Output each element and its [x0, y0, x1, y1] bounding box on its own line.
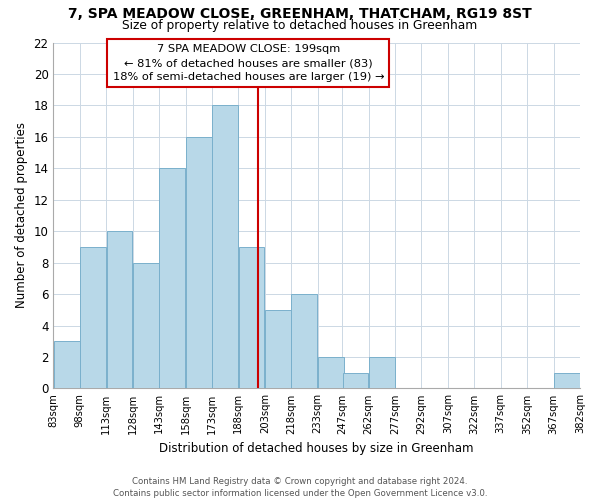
Bar	[160, 168, 185, 388]
Bar	[80, 247, 106, 388]
Text: Size of property relative to detached houses in Greenham: Size of property relative to detached ho…	[122, 19, 478, 32]
Bar	[53, 342, 80, 388]
Bar	[186, 137, 212, 388]
Bar	[318, 357, 344, 388]
Text: Contains HM Land Registry data © Crown copyright and database right 2024.
Contai: Contains HM Land Registry data © Crown c…	[113, 476, 487, 498]
Bar	[212, 106, 238, 389]
Bar	[292, 294, 317, 388]
Bar	[133, 262, 159, 388]
Text: 7, SPA MEADOW CLOSE, GREENHAM, THATCHAM, RG19 8ST: 7, SPA MEADOW CLOSE, GREENHAM, THATCHAM,…	[68, 8, 532, 22]
Text: 7 SPA MEADOW CLOSE: 199sqm
← 81% of detached houses are smaller (83)
18% of semi: 7 SPA MEADOW CLOSE: 199sqm ← 81% of deta…	[113, 44, 384, 82]
Bar	[239, 247, 265, 388]
Y-axis label: Number of detached properties: Number of detached properties	[15, 122, 28, 308]
Bar	[343, 372, 368, 388]
Bar	[265, 310, 291, 388]
Bar	[369, 357, 395, 388]
X-axis label: Distribution of detached houses by size in Greenham: Distribution of detached houses by size …	[160, 442, 474, 455]
Bar	[107, 231, 133, 388]
Bar	[554, 372, 580, 388]
